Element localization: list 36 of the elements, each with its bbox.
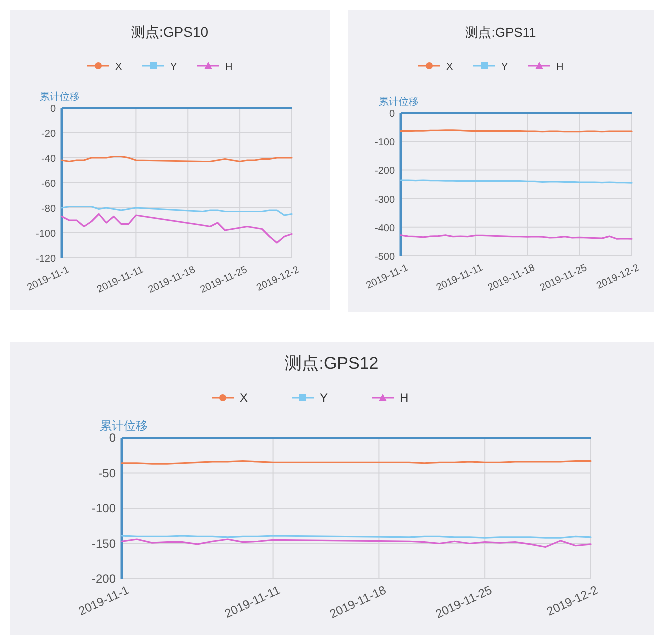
legend-label: Y — [170, 62, 178, 73]
y-tick-label: -20 — [42, 129, 56, 140]
y-tick-label: -400 — [374, 223, 396, 234]
line-series — [61, 206, 293, 216]
y-tick-label: -100 — [36, 229, 56, 240]
legend-label: H — [400, 391, 409, 405]
y-tick-label: -80 — [42, 204, 56, 215]
y-tick-label: -200 — [92, 572, 116, 586]
chart-title: 测点:GPS12 — [285, 354, 379, 373]
y-tick-label: -200 — [374, 166, 396, 178]
legend-label: Y — [502, 62, 508, 73]
y-axis-title: 累计位移 — [100, 419, 148, 433]
legend-label: X — [240, 391, 248, 405]
y-tick-label: -150 — [92, 536, 116, 551]
y-tick-label: 0 — [389, 109, 396, 120]
y-tick-label: -100 — [92, 502, 116, 516]
y-tick-label: -100 — [374, 138, 396, 149]
legend-label: H — [556, 62, 564, 73]
legend-label: X — [116, 62, 122, 73]
legend-label: X — [446, 62, 454, 73]
y-axis-title: 累计位移 — [40, 91, 80, 103]
y-tick-label: -120 — [36, 254, 56, 265]
legend-label: Y — [320, 391, 328, 405]
y-axis-title: 累计位移 — [379, 96, 419, 108]
y-tick-label: -40 — [42, 154, 56, 165]
legend-label: H — [226, 62, 233, 73]
y-tick-label: -50 — [98, 466, 116, 480]
line-series — [121, 538, 592, 548]
y-tick-label: -300 — [374, 194, 396, 206]
y-tick-label: 0 — [109, 431, 116, 445]
chart-title: 测点:GPS10 — [131, 24, 209, 40]
line-series — [61, 213, 293, 244]
y-tick-label: 0 — [50, 104, 56, 115]
y-tick-label: -60 — [42, 179, 56, 190]
chart-title: 测点:GPS11 — [466, 25, 536, 40]
y-tick-label: -500 — [374, 252, 396, 263]
